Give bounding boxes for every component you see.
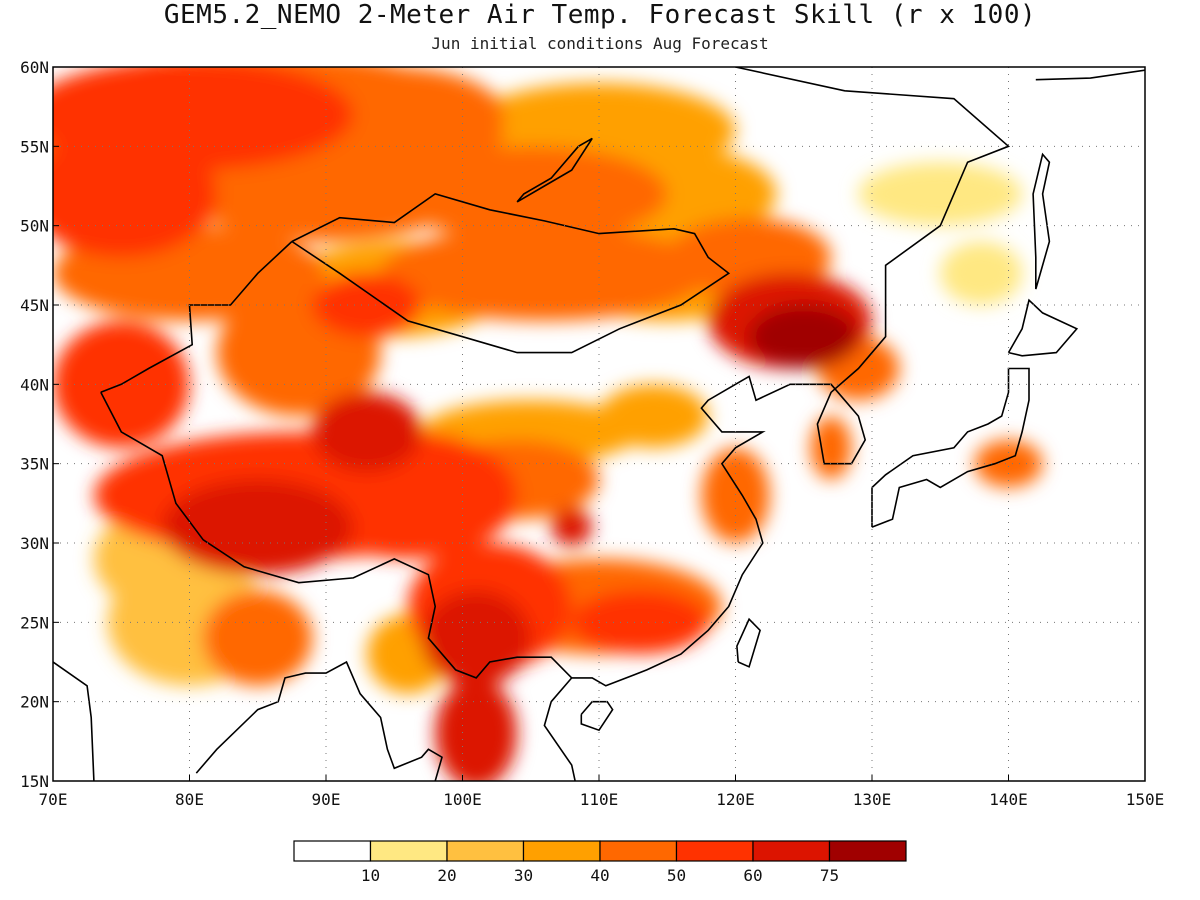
colorbar-swatch	[828, 840, 907, 862]
lon-tick-label: 150E	[1126, 790, 1165, 809]
colorbar-swatch	[446, 840, 525, 862]
lat-tick-label: 60N	[20, 58, 49, 77]
lon-tick-label: 70E	[39, 790, 68, 809]
lat-tick-label: 40N	[20, 375, 49, 394]
chart-subtitle: Jun initial conditions Aug Forecast	[431, 34, 769, 53]
skill-contours	[53, 67, 1043, 781]
coastline	[871, 367, 1030, 528]
skill-region	[421, 590, 531, 686]
skill-region	[701, 447, 770, 543]
colorbar-label: 30	[514, 866, 533, 885]
lat-tick-label: 25N	[20, 613, 49, 632]
coastlines	[53, 67, 1145, 781]
lat-tick-label: 45N	[20, 296, 49, 315]
colorbar: 10 20 30 40 50 60 75	[293, 840, 907, 885]
colorbar-swatch	[675, 840, 754, 862]
colorbar-label: 50	[667, 866, 686, 885]
coastline	[1007, 298, 1079, 357]
skill-region	[974, 439, 1043, 488]
skill-region	[203, 590, 313, 686]
colorbar-swatch	[369, 840, 448, 862]
colorbar-label: 20	[437, 866, 456, 885]
lon-tick-label: 80E	[175, 790, 204, 809]
coastline	[543, 67, 1011, 781]
skill-region	[940, 241, 1023, 305]
coastline	[195, 660, 443, 781]
colorbar-swatch	[752, 840, 831, 862]
longitude-labels: 70E 80E 90E 100E 110E 120E 130E 140E 150E	[39, 775, 1165, 809]
coastline	[291, 193, 731, 354]
lon-tick-label: 140E	[989, 790, 1028, 809]
skill-region	[162, 479, 354, 575]
colorbar-label: 60	[743, 866, 762, 885]
skill-region	[599, 384, 709, 448]
skill-region	[312, 273, 422, 337]
coastline	[53, 661, 95, 781]
map-plot-area	[52, 66, 1146, 782]
skill-region	[858, 162, 1023, 226]
colorbar-label: 75	[820, 866, 839, 885]
skill-region	[435, 677, 518, 781]
skill-region	[53, 67, 354, 171]
coastline	[1035, 69, 1145, 81]
coastline	[736, 617, 762, 668]
lon-tick-label: 110E	[580, 790, 619, 809]
lat-tick-label: 35N	[20, 455, 49, 474]
coastline	[1032, 152, 1051, 290]
skill-fields	[53, 67, 1043, 781]
latitude-labels: 60N 55N 50N 45N 40N 35N 30N 25N 20N 15N	[20, 58, 59, 791]
lat-tick-label: 15N	[20, 772, 49, 791]
colorbar-swatch	[293, 840, 372, 862]
coastline	[100, 240, 293, 394]
skill-region	[551, 508, 593, 547]
skill-region	[749, 305, 859, 369]
skill-region	[810, 416, 852, 480]
lat-tick-label: 30N	[20, 534, 49, 553]
lat-tick-label: 50N	[20, 217, 49, 236]
chart-title: GEM5.2_NEMO 2-Meter Air Temp. Forecast S…	[163, 0, 1037, 30]
colorbar-label: 40	[590, 866, 609, 885]
lat-tick-label: 55N	[20, 137, 49, 156]
lon-tick-label: 130E	[853, 790, 892, 809]
lon-tick-label: 90E	[312, 790, 341, 809]
skill-region	[285, 67, 504, 163]
coastline	[100, 391, 573, 679]
grid-lines	[53, 67, 1145, 781]
skill-region	[571, 590, 709, 655]
skill-region	[312, 392, 422, 472]
lat-tick-label: 20N	[20, 693, 49, 712]
lon-tick-label: 120E	[716, 790, 755, 809]
colorbar-swatch	[522, 840, 601, 862]
colorbar-swatch	[599, 840, 678, 862]
coastline	[516, 137, 593, 203]
colorbar-label: 10	[361, 866, 380, 885]
lon-tick-label: 100E	[443, 790, 482, 809]
